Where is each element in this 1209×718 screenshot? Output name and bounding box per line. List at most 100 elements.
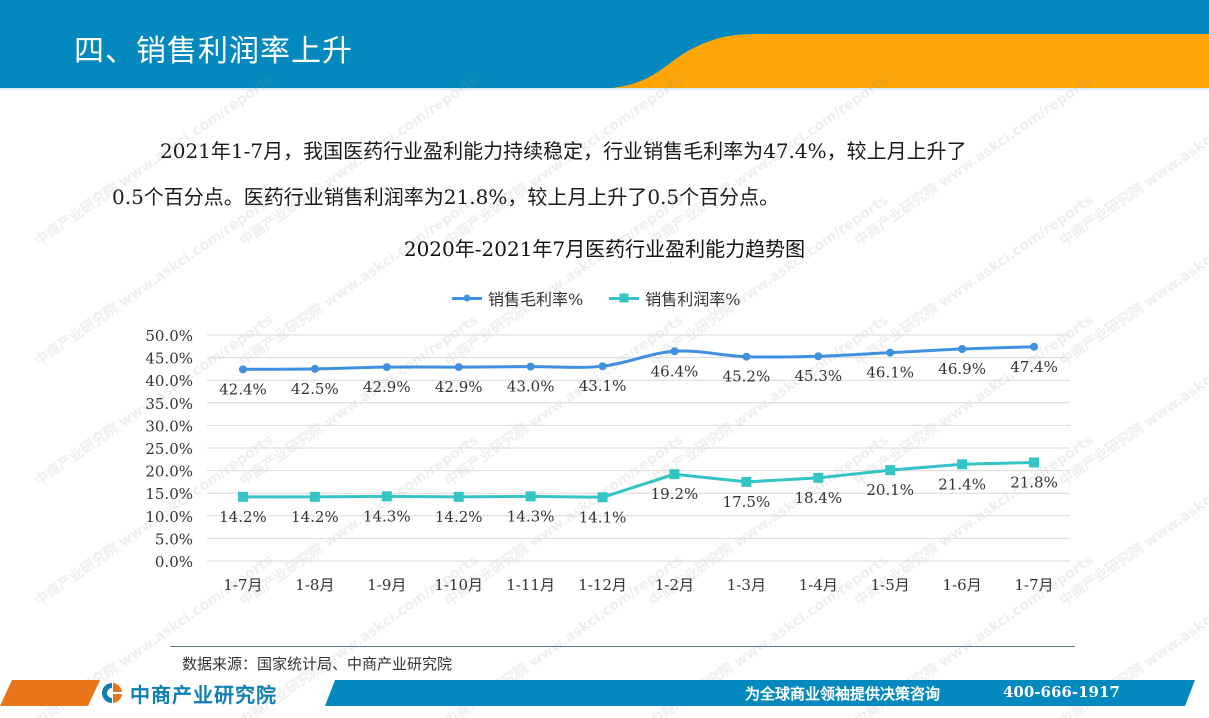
data-label: 42.4% bbox=[219, 380, 267, 398]
data-point bbox=[1030, 342, 1039, 351]
data-point bbox=[381, 491, 392, 502]
data-point bbox=[1029, 457, 1040, 468]
logo-icon bbox=[102, 683, 122, 703]
x-tick-label: 1-8月 bbox=[295, 576, 334, 594]
chart-series bbox=[237, 342, 1040, 503]
data-point bbox=[814, 352, 823, 361]
series-line-1 bbox=[242, 460, 1035, 499]
series-line-0 bbox=[242, 345, 1035, 371]
company-logo: 中商产业研究院 bbox=[100, 680, 277, 707]
data-point bbox=[382, 363, 391, 372]
y-tick-label: 10.0% bbox=[145, 508, 193, 526]
data-point bbox=[454, 363, 463, 372]
section-title: 四、销售利润率上升 bbox=[74, 34, 353, 69]
data-label: 42.5% bbox=[291, 380, 339, 398]
x-axis: 1-7月 1-8月 1-9月 1-10月 1-11月 1-12月 1-2月 1-3月 1-4月 1… bbox=[223, 576, 1053, 594]
data-point bbox=[237, 491, 248, 502]
data-label: 14.3% bbox=[363, 507, 411, 525]
circle-marker-icon bbox=[463, 294, 471, 302]
data-label: 21.4% bbox=[938, 475, 986, 493]
header-divider bbox=[0, 88, 1209, 90]
summary-line-2: 0.5个百分点。医药行业销售利润率为21.8%，较上月上升了0.5个百分点。 bbox=[112, 185, 780, 209]
legend-item-profit-margin: 销售利润率% bbox=[609, 286, 740, 310]
data-source: 数据来源：国家统计局、中商产业研究院 bbox=[182, 655, 453, 673]
data-label: 21.8% bbox=[1010, 473, 1058, 491]
data-point bbox=[670, 347, 679, 356]
summary-text-1: 2021年1-7月，我国医药行业盈利能力持续稳定，行业销售毛利率为47.4%，较… bbox=[160, 139, 967, 163]
data-point bbox=[886, 348, 895, 357]
data-label: 46.1% bbox=[866, 364, 914, 382]
y-tick-label: 5.0% bbox=[155, 530, 193, 548]
data-label: 42.9% bbox=[363, 378, 411, 396]
x-tick-label: 1-12月 bbox=[578, 576, 627, 594]
source-divider bbox=[170, 646, 1075, 647]
data-label: 14.2% bbox=[291, 508, 339, 526]
data-label: 14.1% bbox=[579, 508, 627, 526]
chart-title: 2020年-2021年7月医药行业盈利能力趋势图 bbox=[403, 237, 806, 261]
legend-label: 销售毛利率% bbox=[488, 290, 584, 309]
data-label: 42.9% bbox=[435, 378, 483, 396]
data-label: 43.0% bbox=[507, 378, 555, 396]
y-tick-label: 50.0% bbox=[145, 327, 193, 345]
data-point bbox=[238, 365, 247, 374]
data-labels: 42.4% 42.5% 42.9% 42.9% 43.0% 43.1% 46.4% 45.2%… bbox=[219, 358, 1058, 527]
y-tick-label: 20.0% bbox=[145, 463, 193, 481]
data-label: 14.2% bbox=[435, 508, 483, 526]
line-chart: 0.0% 5.0% 10.0% 15.0% 20.0% 25.0% 30.0% 35.0% 40… bbox=[145, 327, 1070, 594]
data-point bbox=[669, 469, 680, 480]
data-point bbox=[958, 345, 967, 354]
data-point bbox=[741, 476, 752, 487]
x-tick-label: 1-3月 bbox=[727, 576, 766, 594]
legend-line-swatch bbox=[609, 293, 640, 303]
x-tick-label: 1-7月 bbox=[223, 576, 262, 594]
data-point bbox=[885, 465, 896, 476]
footer-slogan: 为全球商业领袖提供决策咨询 bbox=[745, 685, 941, 703]
y-tick-label: 30.0% bbox=[145, 417, 193, 435]
footer-phone: 400-666-1917 bbox=[1003, 683, 1120, 701]
data-point bbox=[310, 364, 319, 373]
y-tick-label: 40.0% bbox=[145, 372, 193, 390]
footer-orange-band bbox=[0, 680, 100, 706]
data-point bbox=[525, 491, 536, 502]
header-decoration bbox=[612, 34, 1209, 88]
header-banner: 四、销售利润率上升 bbox=[0, 0, 1209, 88]
summary-line-1: 2021年1-7月，我国医药行业盈利能力持续稳定，行业销售毛利率为47.4%，较… bbox=[112, 128, 1112, 174]
square-marker-icon bbox=[619, 293, 629, 303]
y-tick-label: 35.0% bbox=[145, 395, 193, 413]
legend-item-gross-margin: 销售毛利率% bbox=[452, 286, 583, 310]
header-orange-wave bbox=[612, 34, 1209, 88]
x-tick-label: 1-7月 bbox=[1014, 576, 1053, 594]
chart-legend: 销售毛利率% 销售利润率% bbox=[452, 286, 740, 310]
chart-gridlines bbox=[207, 334, 1070, 562]
data-label: 20.1% bbox=[866, 481, 914, 499]
data-label: 46.9% bbox=[938, 360, 986, 378]
summary-paragraph: 2021年1-7月，我国医药行业盈利能力持续稳定，行业销售毛利率为47.4%，较… bbox=[112, 128, 1112, 220]
data-point bbox=[957, 459, 968, 470]
logo-text: 中商产业研究院 bbox=[130, 682, 277, 707]
x-tick-label: 1-2月 bbox=[655, 576, 694, 594]
data-label: 17.5% bbox=[723, 493, 771, 511]
x-tick-label: 1-6月 bbox=[943, 576, 982, 594]
y-tick-label: 25.0% bbox=[145, 440, 193, 458]
data-label: 14.3% bbox=[507, 507, 555, 525]
data-point bbox=[309, 491, 320, 502]
y-axis: 0.0% 5.0% 10.0% 15.0% 20.0% 25.0% 30.0% 35.0% 40… bbox=[145, 327, 193, 571]
x-tick-label: 1-4月 bbox=[799, 576, 838, 594]
data-label: 43.1% bbox=[579, 377, 627, 395]
data-point bbox=[813, 472, 824, 483]
data-label: 47.4% bbox=[1010, 358, 1058, 376]
data-point bbox=[597, 492, 608, 503]
data-point bbox=[742, 352, 751, 361]
data-point bbox=[526, 362, 535, 371]
legend-label: 销售利润率% bbox=[645, 290, 741, 309]
y-tick-label: 15.0% bbox=[145, 485, 193, 503]
data-label: 45.3% bbox=[794, 367, 842, 385]
data-label: 46.4% bbox=[651, 362, 699, 380]
data-label: 18.4% bbox=[794, 489, 842, 507]
x-tick-label: 1-5月 bbox=[871, 576, 910, 594]
x-tick-label: 1-9月 bbox=[367, 576, 406, 594]
data-point bbox=[598, 362, 607, 371]
x-tick-label: 1-11月 bbox=[506, 576, 555, 594]
y-tick-label: 0.0% bbox=[155, 553, 193, 571]
x-tick-label: 1-10月 bbox=[434, 576, 483, 594]
